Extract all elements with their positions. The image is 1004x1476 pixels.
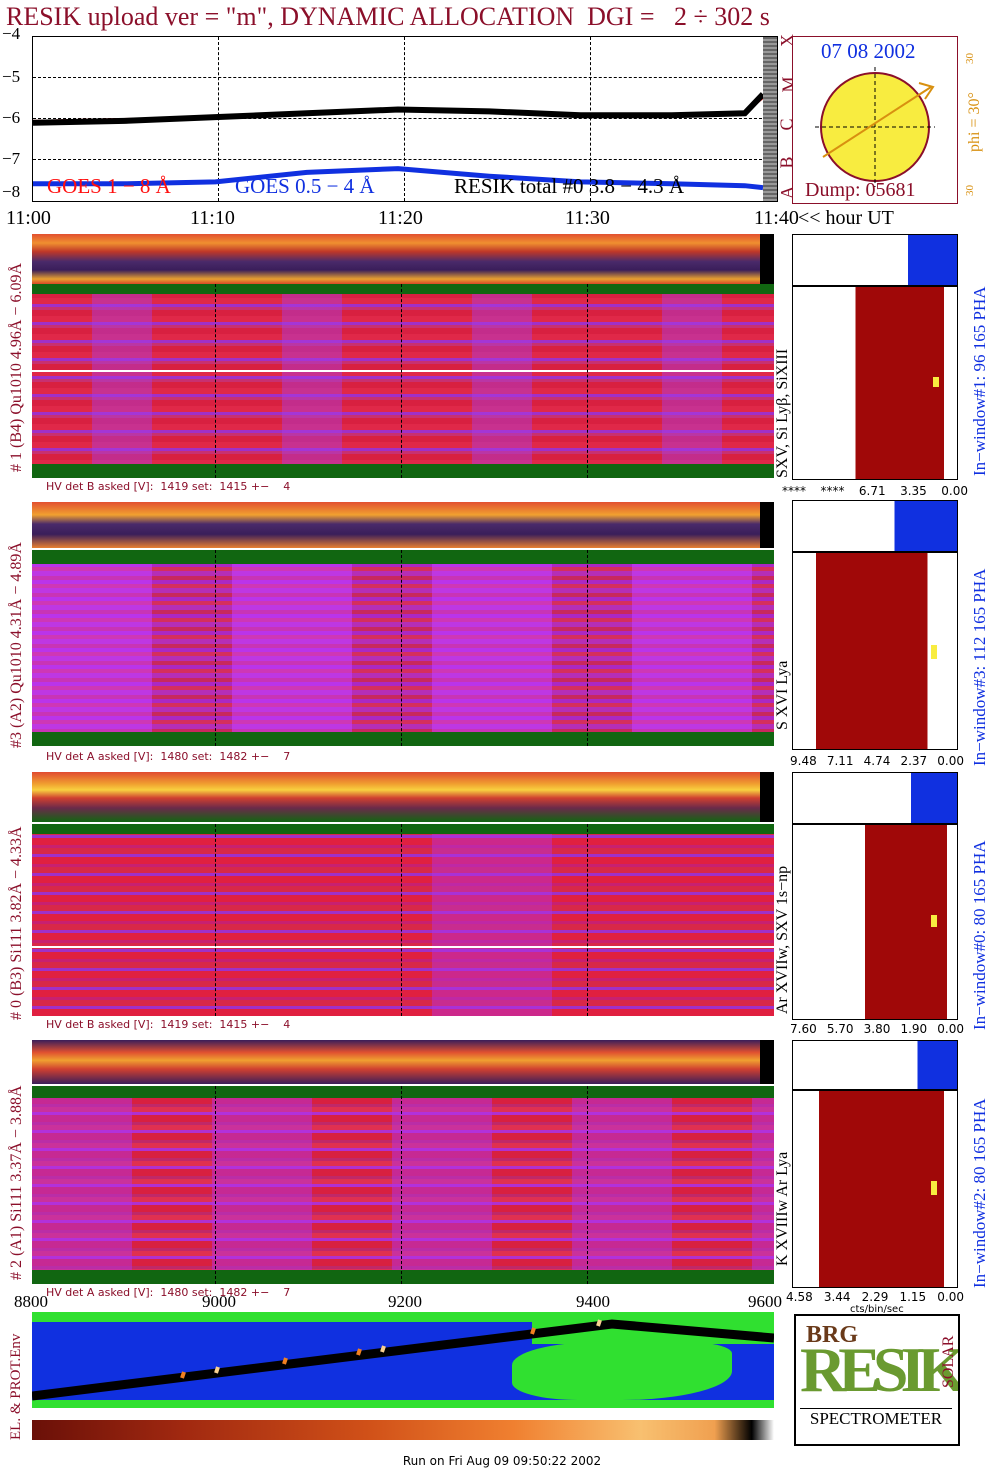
scale-tick: 4.58	[786, 1290, 813, 1304]
goes-short-line	[33, 166, 764, 191]
logo-resik: RESIK	[800, 1334, 960, 1405]
sun-angle-top: 30	[964, 53, 976, 64]
goes-class-bar	[763, 37, 777, 201]
panel-b3-scale: 7.60 5.70 3.80 1.90 0.00	[790, 1022, 964, 1036]
x-tick: 11:10	[190, 207, 235, 229]
x-tick: 11:00	[6, 207, 51, 229]
scale-tick: 4.74	[863, 754, 891, 768]
panel-a1-strip	[32, 1040, 774, 1084]
scale-tick: 2.29	[861, 1290, 889, 1304]
panel-a2-left-label: #3 (A2) Qu1010 4.31Å − 4.89Å	[8, 542, 25, 748]
panel-a2-pha-hist	[792, 552, 958, 750]
panel-a2-right-label: S XVI Lya	[774, 660, 791, 730]
panel-a2-window-label: In−window#3: 112 165 PHA	[970, 568, 989, 766]
scale-tick: 7.60	[790, 1022, 817, 1036]
panel-b4-left-label: # 1 (B4) Qu1010 4.96Å − 6.09Å	[8, 262, 25, 472]
panel-b3-pha-top	[792, 772, 958, 824]
env-strip	[32, 1420, 774, 1440]
orbit-x-tick: 9000	[202, 1292, 236, 1311]
panel-a1-pha-top	[792, 1040, 958, 1090]
panel-a2-scale: 9.48 7.11 4.74 2.37 0.00	[790, 754, 964, 768]
scale-tick: 7.11	[826, 754, 854, 768]
panel-b3-window-label: In−window#0: 80 165 PHA	[970, 840, 989, 1030]
scale-tick: ****	[820, 484, 845, 498]
scale-tick: 3.35	[900, 484, 927, 498]
panel-a1-hv: HV det A asked [V]: 1480 set: 1482 +− 7	[46, 1286, 291, 1299]
sun-dump: Dump: 05681	[805, 179, 916, 201]
scale-tick: 1.15	[899, 1290, 927, 1304]
panel-b3-spectrogram	[32, 824, 774, 1016]
panel-a2-pha-top	[792, 500, 958, 552]
scale-tick: ****	[782, 484, 806, 498]
y-tick: −5	[2, 67, 21, 86]
scale-tick: 3.80	[863, 1022, 891, 1036]
sun-angle-bottom: 30	[964, 185, 976, 196]
logo-caption: SPECTROMETER	[800, 1408, 952, 1429]
orbit-x-tick: 8800	[14, 1292, 48, 1311]
scale-tick: 6.71	[858, 484, 886, 498]
orbit-label: EL. & PROT.Env	[8, 1333, 24, 1440]
orbit-x-tick: 9200	[388, 1292, 422, 1311]
page-title: RESIK upload ver = "m", DYNAMIC ALLOCATI…	[6, 2, 770, 31]
logo-solar: SOLAR	[940, 1335, 957, 1388]
panel-b4-scale: **** **** 6.71 3.35 0.00	[782, 484, 968, 498]
scale-tick: 5.70	[826, 1022, 854, 1036]
scale-tick: 3.44	[823, 1290, 851, 1304]
panel-b4-strip	[32, 234, 774, 284]
y-tick: −4	[2, 24, 21, 43]
panel-b4-window-label: In−window#1: 96 165 PHA	[970, 286, 989, 476]
panel-a2-spectrogram	[32, 550, 774, 746]
y-tick: −7	[2, 149, 21, 168]
sun-phi-label: phi = 30°	[966, 92, 983, 152]
panel-a2-hv: HV det A asked [V]: 1480 set: 1482 +− 7	[46, 750, 291, 763]
logo-brg: BRG	[806, 1322, 859, 1348]
x-unit-label: << hour UT	[798, 207, 894, 229]
panel-b4-spectrogram	[32, 284, 774, 478]
scale-tick: 0.00	[937, 1290, 964, 1304]
lightcurve-plot	[33, 92, 766, 191]
panel-a1-left-label: # 2 (A1) Si111 3.37Å − 3.88Å	[8, 1085, 25, 1281]
panel-a1-scale: 4.58 3.44 2.29 1.15 0.00	[786, 1290, 964, 1304]
x-tick: 11:30	[565, 207, 610, 229]
legend-goes-long: GOES 1 − 8 Å	[47, 174, 171, 198]
y-tick: −6	[2, 108, 21, 127]
panel-b4-right-label: SXV, Si Lyβ, SiXIII	[774, 348, 791, 478]
scale-tick: 1.90	[900, 1022, 928, 1036]
x-tick: 11:40	[754, 207, 799, 229]
panel-a2-strip	[32, 502, 774, 548]
orbit-x-tick: 9600	[748, 1292, 782, 1311]
panel-a1-right-label: K XVIIIw Ar Lya	[774, 1151, 791, 1266]
sun-date: 07 08 2002	[821, 39, 916, 63]
scale-tick: 9.48	[790, 754, 817, 768]
scale-tick: 0.00	[937, 1022, 964, 1036]
panel-b3-left-label: # 0 (B3) Si111 3.82Å − 4.33Å	[8, 826, 25, 1020]
sun-box: 07 08 2002 Dump: 05681	[792, 36, 958, 204]
panel-b4-hv: HV det B asked [V]: 1419 set: 1415 +− 4	[46, 480, 291, 493]
panel-b4-pha-top	[792, 234, 958, 286]
panel-a1-spectrogram	[32, 1086, 774, 1284]
legend-goes-short: GOES 0.5 − 4 Å	[235, 174, 375, 198]
orbit-map	[32, 1312, 774, 1408]
x-tick: 11:20	[378, 207, 423, 229]
lightcurve-panel: GOES 1 − 8 Å GOES 0.5 − 4 Å RESIK total …	[32, 36, 778, 202]
panel-b4-pha-hist	[792, 286, 958, 480]
panel-b3-strip	[32, 772, 774, 822]
cts-label: cts/bin/sec	[850, 1304, 904, 1315]
footer-run-info: Run on Fri Aug 09 09:50:22 2002	[402, 1454, 602, 1468]
legend-resik: RESIK total #0 3.8 − 4.3 Å	[454, 174, 685, 198]
scale-tick: 0.00	[941, 484, 968, 498]
panel-a1-window-label: In−window#2: 80 165 PHA	[970, 1098, 989, 1288]
sun-disk	[815, 67, 935, 187]
scale-tick: 0.00	[937, 754, 964, 768]
panel-b3-right-label: Ar XVIIw, SXV 1s−np	[774, 865, 791, 1014]
panel-a1-pha-hist	[792, 1090, 958, 1288]
scale-tick: 2.37	[900, 754, 928, 768]
y-tick: −8	[2, 182, 21, 201]
panel-b3-pha-hist	[792, 824, 958, 1020]
resik-total-line	[33, 92, 766, 126]
resik-logo: BRG RESIK SOLAR SPECTROMETER	[794, 1314, 960, 1446]
panel-b3-hv: HV det B asked [V]: 1419 set: 1415 +− 4	[46, 1018, 291, 1031]
orbit-x-tick: 9400	[576, 1292, 610, 1311]
